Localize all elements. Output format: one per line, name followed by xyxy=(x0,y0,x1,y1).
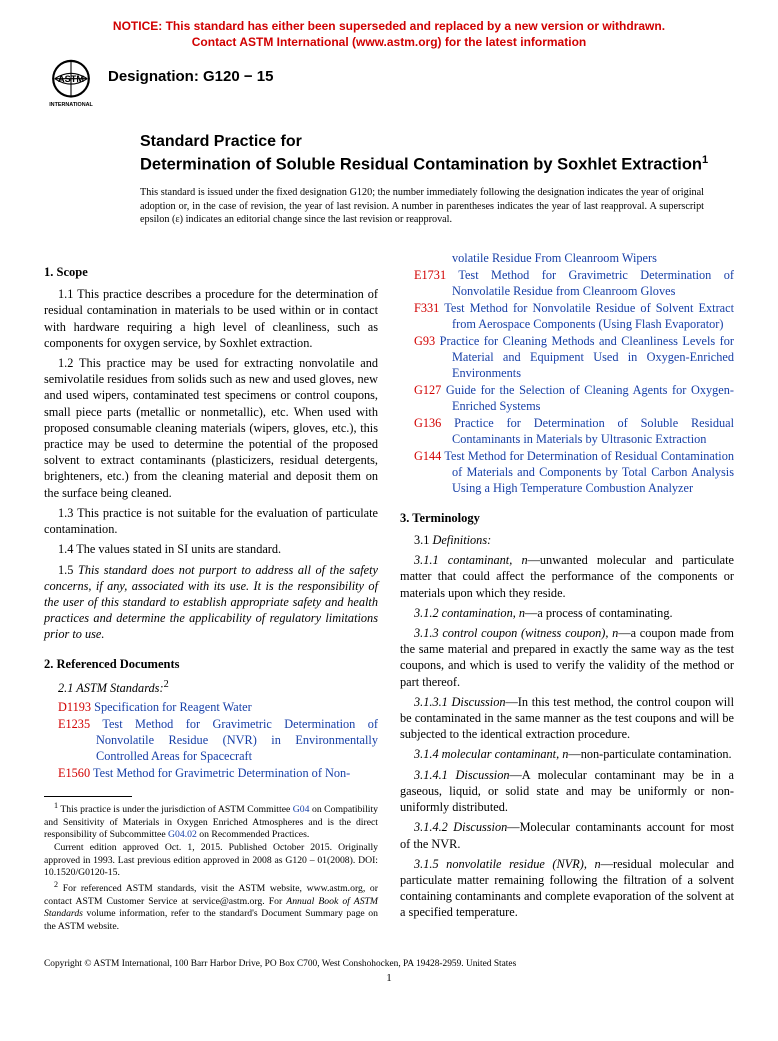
ref-title: Test Method for Nonvolatile Residue of S… xyxy=(444,301,734,331)
ref-d1193[interactable]: D1193 Specification for Reagent Water xyxy=(44,700,378,716)
scope-1-1: 1.1 This practice describes a procedure … xyxy=(44,286,378,351)
copyright: Copyright © ASTM International, 100 Barr… xyxy=(44,959,734,969)
fn1a: This practice is under the jurisdiction … xyxy=(60,804,292,815)
ref-code: D1193 xyxy=(58,700,91,714)
ref-code: F331 xyxy=(414,301,439,315)
notice-line1: NOTICE: This standard has either been su… xyxy=(113,19,665,33)
term: 3.1.4 molecular contaminant, n xyxy=(414,747,568,761)
fn1c: on Recommended Practices. xyxy=(197,829,309,840)
def-3-1-1: 3.1.1 contaminant, n—unwanted molecular … xyxy=(400,552,734,601)
ref-code: E1560 xyxy=(58,766,90,780)
def-3-1-3: 3.1.3 control coupon (witness coupon), n… xyxy=(400,625,734,690)
ref-g93[interactable]: G93 Practice for Cleaning Methods and Cl… xyxy=(400,334,734,382)
ref-title: Test Method for Gravimetric Determinatio… xyxy=(93,766,350,780)
term: 3.1.1 contaminant, n xyxy=(414,553,528,567)
scope-1-4: 1.4 The values stated in SI units are st… xyxy=(44,541,378,557)
designation: Designation: G120 − 15 xyxy=(108,68,273,85)
term: 3.1.2 contamination, n xyxy=(414,606,525,620)
footnote-rule xyxy=(44,796,132,797)
ref-e1731[interactable]: E1731 Test Method for Gravimetric Determ… xyxy=(400,268,734,300)
footnote-1: 1 This practice is under the jurisdictio… xyxy=(44,801,378,842)
svg-text:INTERNATIONAL: INTERNATIONAL xyxy=(49,103,93,109)
astm-logo: ASTM INTERNATIONAL xyxy=(44,56,98,110)
scope-heading: 1. Scope xyxy=(44,265,378,280)
title-lead: Standard Practice for xyxy=(140,132,734,153)
term: 3.1.3 control coupon (witness coupon), n xyxy=(414,626,618,640)
title-main: Determination of Soluble Residual Contam… xyxy=(140,153,734,176)
refdocs-sup: 2 xyxy=(164,679,169,690)
ref-code: E1731 xyxy=(414,268,446,282)
ref-e1560-cont[interactable]: volatile Residue From Cleanroom Wipers xyxy=(400,251,734,267)
def-3-1-5: 3.1.5 nonvolatile residue (NVR), n—resid… xyxy=(400,856,734,921)
notice-banner: NOTICE: This standard has either been su… xyxy=(44,18,734,50)
ref-title: Practice for Determination of Soluble Re… xyxy=(452,416,734,446)
notice-line2: Contact ASTM International (www.astm.org… xyxy=(192,35,586,49)
def-3-1-2: 3.1.2 contamination, n—a process of cont… xyxy=(400,605,734,621)
def-3-1-4-1: 3.1.4.1 Discussion—A molecular contamina… xyxy=(400,767,734,816)
def-3-1-4: 3.1.4 molecular contaminant, n—non-parti… xyxy=(400,746,734,762)
page-number: 1 xyxy=(44,972,734,984)
ref-title: Test Method for Determination of Residua… xyxy=(444,449,734,495)
scope-1-3: 1.3 This practice is not suitable for th… xyxy=(44,505,378,537)
issuance-note: This standard is issued under the fixed … xyxy=(140,186,704,227)
ref-title: Test Method for Gravimetric Determinatio… xyxy=(452,268,734,298)
terminology-heading: 3. Terminology xyxy=(400,511,734,526)
columns: 1. Scope 1.1 This practice describes a p… xyxy=(44,251,734,933)
term: 3.1.4.1 Discussion xyxy=(414,768,510,782)
footnote-1b: Current edition approved Oct. 1, 2015. P… xyxy=(44,842,378,880)
ref-code: E1235 xyxy=(58,717,90,731)
ref-code: G136 xyxy=(414,416,441,430)
def-3-1-4-2: 3.1.4.2 Discussion—Molecular contaminant… xyxy=(400,819,734,851)
fn1-link2[interactable]: G04.02 xyxy=(168,829,197,840)
terminology-sub: 3.1 Definitions: xyxy=(400,532,734,548)
ref-g136[interactable]: G136 Practice for Determination of Solub… xyxy=(400,416,734,448)
def-3-1-3-1: 3.1.3.1 Discussion—In this test method, … xyxy=(400,694,734,743)
refdocs-sub: 2.1 ASTM Standards:2 xyxy=(44,678,378,696)
body: —non-particulate contamination. xyxy=(568,747,731,761)
term: 3.1.4.2 Discussion xyxy=(414,820,507,834)
ref-g144[interactable]: G144 Test Method for Determination of Re… xyxy=(400,449,734,497)
ref-g127[interactable]: G127 Guide for the Selection of Cleaning… xyxy=(400,383,734,415)
page: NOTICE: This standard has either been su… xyxy=(0,0,778,1004)
title-block: Standard Practice for Determination of S… xyxy=(140,132,734,175)
refdocs-sub-text: 2.1 ASTM Standards: xyxy=(58,681,164,695)
scope-1-5: 1.5 1.5 This standard does not purport t… xyxy=(44,562,378,643)
ref-code: G127 xyxy=(414,383,441,397)
title-superscript: 1 xyxy=(702,154,708,166)
footnote-2: 2 For referenced ASTM standards, visit t… xyxy=(44,880,378,934)
header-row: ASTM INTERNATIONAL Designation: G120 − 1… xyxy=(44,56,734,110)
svg-text:ASTM: ASTM xyxy=(58,74,84,84)
ref-title: Practice for Cleaning Methods and Cleanl… xyxy=(440,334,734,380)
right-column: volatile Residue From Cleanroom Wipers E… xyxy=(400,251,734,933)
title-main-text: Determination of Soluble Residual Contam… xyxy=(140,156,702,174)
left-column: 1. Scope 1.1 This practice describes a p… xyxy=(44,251,378,933)
ref-code: G144 xyxy=(414,449,441,463)
ref-code: G93 xyxy=(414,334,435,348)
body: —a process of contaminating. xyxy=(525,606,673,620)
term: 3.1.3.1 Discussion xyxy=(414,695,506,709)
ref-f331[interactable]: F331 Test Method for Nonvolatile Residue… xyxy=(400,301,734,333)
ref-e1235[interactable]: E1235 Test Method for Gravimetric Determ… xyxy=(44,717,378,765)
scope-1-2: 1.2 This practice may be used for extrac… xyxy=(44,355,378,501)
fn1-link1[interactable]: G04 xyxy=(293,804,310,815)
ref-title: Guide for the Selection of Cleaning Agen… xyxy=(446,383,734,413)
ref-title: Test Method for Gravimetric Determinatio… xyxy=(96,717,378,763)
refdocs-heading: 2. Referenced Documents xyxy=(44,657,378,672)
ref-title: Specification for Reagent Water xyxy=(94,700,252,714)
term: 3.1.5 nonvolatile residue (NVR), n xyxy=(414,857,601,871)
ref-e1560[interactable]: E1560 Test Method for Gravimetric Determ… xyxy=(44,766,378,782)
